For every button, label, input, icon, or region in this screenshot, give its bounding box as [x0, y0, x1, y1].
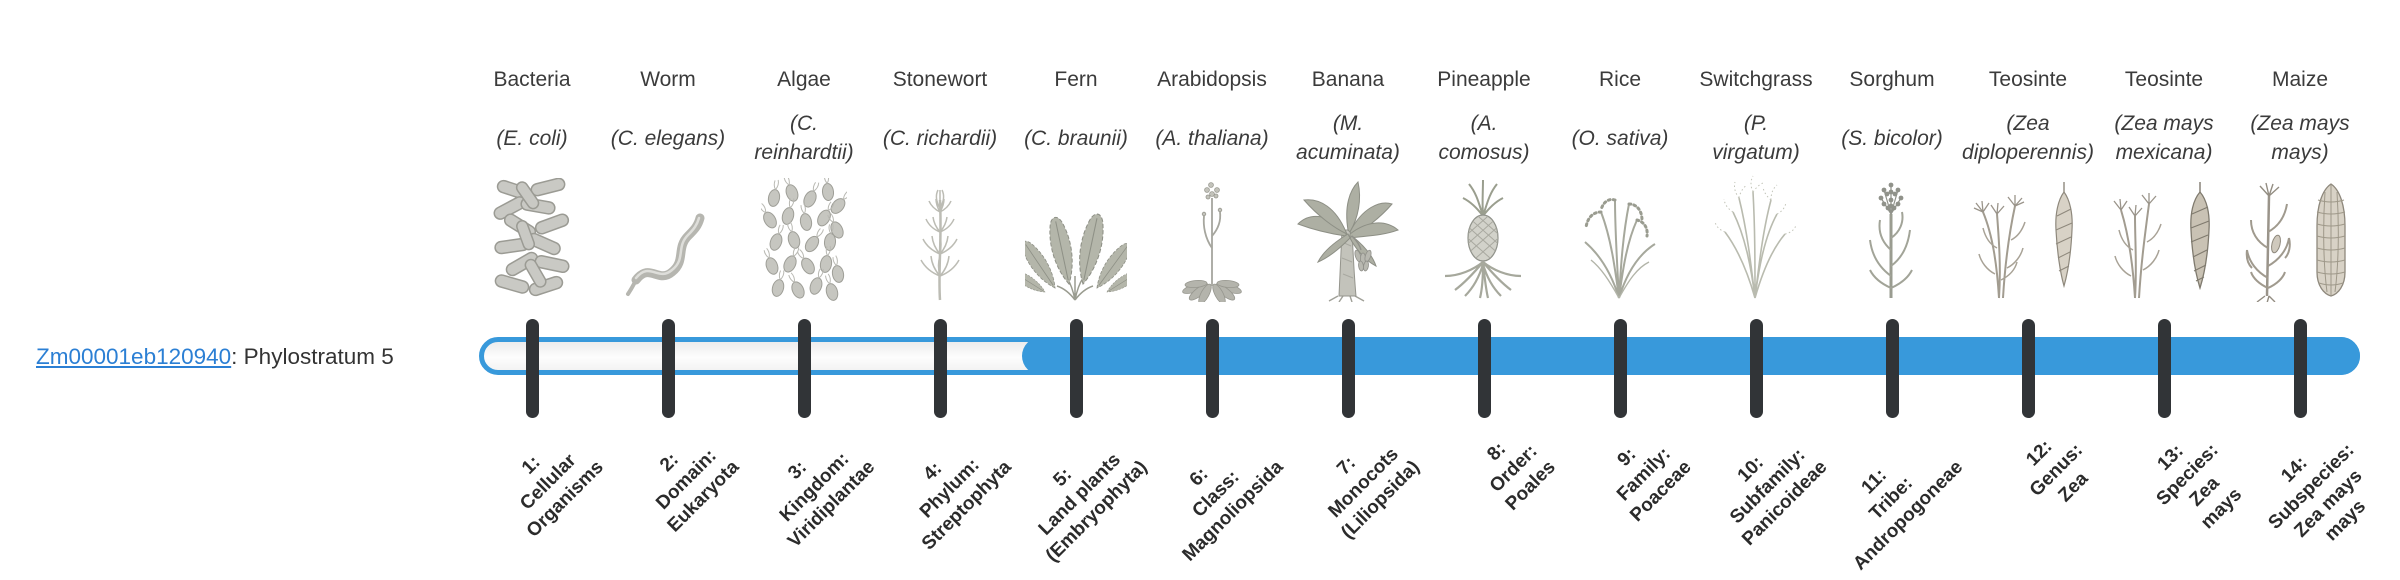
rice-illustration [1550, 172, 1690, 302]
organism-scientific-name: (C. braunii) [1024, 126, 1128, 150]
phylostratum-text: : Phylostratum 5 [231, 344, 394, 369]
fern-illustration [1006, 172, 1146, 302]
gene-id-link[interactable]: Zm00001eb120940 [36, 344, 232, 369]
phylostratum-label: 12: Genus: Zea [2021, 436, 2092, 507]
timeline-tick [526, 319, 539, 418]
organism-scientific-name: (A. thaliana) [1155, 126, 1269, 150]
phylostratum-label: 6: Class: Magnoliopsida [1178, 456, 1288, 566]
phylostratum-label: 9: Family: Poaceae [1612, 443, 1696, 527]
phylostratum-label: 14: Subspecies: Zea mays mays [2264, 439, 2371, 546]
timeline-tick [934, 319, 947, 418]
pineapple-illustration [1414, 172, 1554, 302]
organism-scientific-name: (Zea mays mexicana) [2114, 112, 2214, 164]
organism-name: Arabidopsis [1157, 68, 1267, 91]
organism-scientific-name: (E. coli) [496, 126, 568, 150]
organism-name: Sorghum [1849, 68, 1935, 91]
organism-name: Teosinte [2124, 68, 2204, 91]
switchgrass-illustration [1686, 172, 1826, 302]
phylostratum-label: 4: Phylum: Streptophyta [915, 454, 1016, 555]
phylostratum-label: 8: Order: Poales [1483, 438, 1560, 515]
timeline-tick [1478, 319, 1491, 418]
phylostratum-label: 11: Tribe: Andropogoneae [1849, 456, 1968, 575]
organism-name: Teosinte [1988, 68, 2068, 91]
banana-illustration [1278, 172, 1418, 302]
phylostratum-label: 3: Kingdom: Viridiplantae [776, 448, 880, 552]
timeline-tick [1206, 319, 1219, 418]
stonewort-illustration [870, 172, 1010, 302]
timeline-tick [1750, 319, 1763, 418]
organism-name: Algae [777, 68, 831, 91]
phylostratum-label: 13: Species: Zea mays [2152, 439, 2247, 534]
timeline-tick [1614, 319, 1627, 418]
timeline-tick [1886, 319, 1899, 418]
organism-name: Maize [2271, 68, 2329, 91]
organism-name: Stonewort [892, 68, 988, 91]
timeline-tick [2022, 319, 2035, 418]
phylostratum-label: 5: Land plants (Embryophyta) [1034, 449, 1152, 567]
organism-name: Worm [640, 68, 696, 91]
timeline-tick [1070, 319, 1083, 418]
organism-scientific-name: (M. acuminata) [1296, 112, 1400, 164]
organism-scientific-name: (A. comosus) [1438, 112, 1530, 164]
sorghum-illustration [1822, 172, 1962, 302]
algae-illustration [734, 172, 874, 302]
phylostratum-label: 1: Cellular Organisms [515, 450, 608, 542]
organism-name: Bacteria [493, 68, 571, 91]
organism-scientific-name: (Zea mays mays) [2250, 112, 2350, 164]
timeline-tick [662, 319, 675, 418]
teosinte-illustration [1958, 172, 2098, 302]
phylostratum-label: 2: Domain: Eukaryota [652, 445, 744, 537]
organism-name: Banana [1311, 68, 1385, 91]
teosinte-illustration [2094, 172, 2234, 302]
timeline-fill-phylostratum-5 [1022, 337, 2360, 375]
bacteria-illustration [462, 172, 602, 302]
organism-name: Switchgrass [1699, 68, 1813, 91]
gene-label: Zm00001eb120940: Phylostratum 5 [36, 344, 394, 370]
organism-name: Pineapple [1437, 68, 1531, 91]
timeline-tick [798, 319, 811, 418]
organism-name: Rice [1598, 68, 1641, 91]
timeline-tick [2294, 319, 2307, 418]
organism-scientific-name: (P. virgatum) [1712, 112, 1800, 164]
organism-scientific-name: (O. sativa) [1571, 126, 1669, 150]
organism-name: Fern [1054, 68, 1098, 91]
organism-scientific-name: (C. reinhardtii) [754, 112, 854, 164]
phylostratum-label: 10: Subfamily: Panicoideae [1726, 444, 1832, 550]
organism-scientific-name: (Zea diploperennis) [1962, 112, 2094, 164]
timeline-tick [1342, 319, 1355, 418]
arabidopsis-illustration [1142, 172, 1282, 302]
phylostratum-label: 7: Monocots (Liliopsida) [1324, 443, 1424, 544]
organism-scientific-name: (S. bicolor) [1841, 126, 1943, 150]
organism-scientific-name: (C. elegans) [610, 126, 726, 150]
timeline-tick [2158, 319, 2171, 418]
worm-illustration [598, 172, 738, 302]
maize-illustration [2230, 172, 2370, 302]
organism-scientific-name: (C. richardii) [882, 126, 998, 150]
